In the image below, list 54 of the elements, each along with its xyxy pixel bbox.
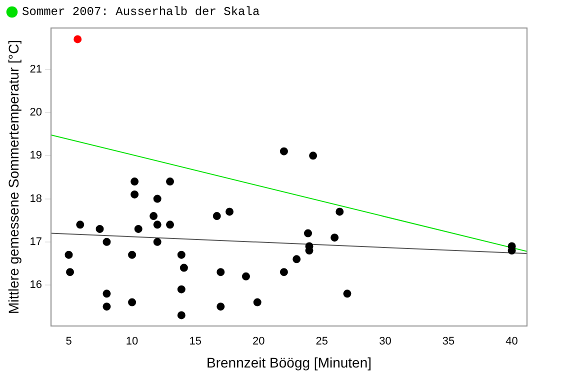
point bbox=[280, 268, 288, 276]
point bbox=[150, 212, 158, 220]
point bbox=[280, 147, 288, 156]
point bbox=[330, 234, 339, 242]
point bbox=[134, 224, 142, 233]
point bbox=[336, 208, 344, 216]
point bbox=[226, 208, 234, 216]
point bbox=[216, 302, 225, 311]
y-tick-label: 17 bbox=[30, 236, 42, 248]
point bbox=[343, 290, 352, 298]
point bbox=[102, 302, 111, 311]
y-tick-label: 18 bbox=[30, 192, 42, 205]
point bbox=[180, 264, 188, 272]
point bbox=[212, 212, 221, 220]
point bbox=[130, 178, 139, 186]
x-tick-label: 40 bbox=[506, 336, 518, 348]
y-tick-label: 21 bbox=[30, 63, 42, 76]
x-tick-label: 10 bbox=[126, 336, 138, 348]
point bbox=[166, 220, 174, 229]
point bbox=[166, 178, 174, 186]
point bbox=[153, 238, 162, 246]
y-tick-label: 16 bbox=[30, 279, 42, 292]
point bbox=[102, 238, 111, 246]
point bbox=[177, 311, 186, 320]
point bbox=[153, 194, 162, 203]
x-tick-label: 5 bbox=[66, 336, 72, 348]
point bbox=[96, 224, 104, 233]
point bbox=[66, 268, 74, 276]
point bbox=[74, 35, 82, 44]
point bbox=[177, 250, 186, 259]
point bbox=[130, 190, 139, 198]
x-tick-label: 25 bbox=[316, 336, 328, 348]
point bbox=[292, 255, 301, 264]
point bbox=[128, 298, 136, 306]
y-tick-label: 19 bbox=[30, 150, 42, 162]
point bbox=[309, 152, 318, 160]
legend-label: Sommer 2007: Ausserhalb der Skala bbox=[22, 5, 260, 20]
y-tick-label: 20 bbox=[30, 106, 42, 119]
point bbox=[128, 250, 136, 259]
x-tick-label: 35 bbox=[442, 336, 455, 348]
x-axis-title: Brennzeit Böögg [Minuten] bbox=[206, 354, 372, 370]
point bbox=[153, 220, 162, 229]
point bbox=[304, 229, 312, 238]
point bbox=[242, 272, 250, 280]
x-tick-label: 20 bbox=[252, 336, 265, 348]
point bbox=[253, 298, 262, 306]
y-axis-title: Mittlere gemessene Sommertemperatur [°C] bbox=[5, 40, 22, 314]
point bbox=[76, 220, 84, 229]
point bbox=[216, 268, 225, 276]
point bbox=[64, 250, 73, 259]
point bbox=[102, 290, 111, 298]
x-tick-label: 15 bbox=[189, 336, 202, 348]
point bbox=[177, 285, 186, 294]
x-tick-label: 30 bbox=[379, 336, 392, 348]
